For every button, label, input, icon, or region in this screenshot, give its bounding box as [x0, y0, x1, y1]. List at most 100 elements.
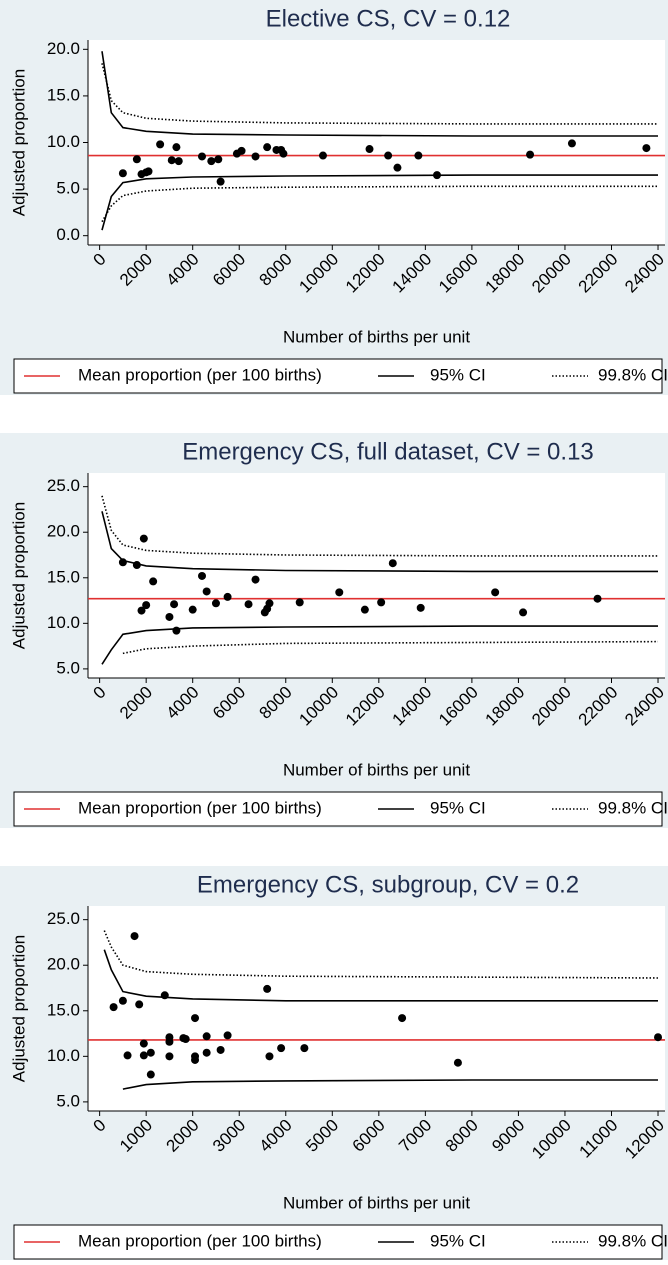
y-tick-label: 20.0	[47, 39, 80, 58]
data-point	[251, 152, 260, 161]
x-axis-label: Number of births per unit	[283, 1193, 470, 1212]
data-point	[160, 991, 169, 1000]
data-point	[279, 149, 288, 158]
y-tick-label: 5.0	[56, 1091, 80, 1110]
data-point	[318, 151, 327, 160]
data-point	[139, 534, 148, 543]
data-point	[295, 598, 304, 607]
data-point	[174, 157, 183, 166]
y-axis-label: Adjusted proportion	[9, 935, 28, 1082]
y-axis-label: Adjusted proportion	[9, 69, 28, 216]
data-point	[188, 605, 197, 614]
chart-panel: Emergency CS, full dataset, CV = 0.13 5.0…	[0, 433, 668, 828]
data-point	[135, 1000, 144, 1009]
ci-lower-line	[101, 185, 658, 223]
data-point	[567, 139, 576, 148]
data-point	[139, 1039, 148, 1048]
data-point	[223, 1031, 232, 1040]
data-point	[130, 932, 139, 941]
x-axis-label: Number of births per unit	[283, 327, 470, 346]
y-tick-label: 15.0	[47, 567, 80, 586]
data-point	[118, 558, 127, 567]
data-point	[393, 163, 402, 172]
data-point	[165, 1052, 174, 1061]
chart-title: Emergency CS, subgroup, CV = 0.2	[197, 871, 579, 898]
data-point	[118, 169, 127, 178]
legend-label: 99.8% CI	[598, 798, 668, 817]
y-tick-label: 10.0	[47, 613, 80, 632]
ci-upper-line	[101, 63, 658, 125]
data-point	[109, 1003, 118, 1012]
data-point	[167, 156, 176, 165]
data-point	[139, 1051, 148, 1060]
data-point	[165, 1033, 174, 1042]
data-point	[593, 594, 602, 603]
chart-panel: Emergency CS, subgroup, CV = 0.2 5.0 10.0 1…	[0, 866, 668, 1261]
data-point	[142, 601, 151, 610]
y-tick-label: 10.0	[47, 132, 80, 151]
legend-box	[13, 1224, 663, 1260]
y-tick-label: 10.0	[47, 1046, 80, 1065]
data-point	[149, 577, 158, 586]
data-point	[146, 1048, 155, 1057]
data-point	[265, 599, 274, 608]
y-tick-label: 5.0	[56, 179, 80, 198]
data-point	[202, 1032, 211, 1041]
data-point	[156, 140, 165, 149]
chart-panel: Elective CS, CV = 0.12 0.0 5.0 10.0 15.0 20.0…	[0, 0, 668, 395]
data-point	[384, 151, 393, 160]
legend-label: Mean proportion (per 100 births)	[78, 365, 322, 384]
ci-upper-line	[103, 930, 659, 979]
data-point	[377, 598, 386, 607]
data-point	[198, 152, 207, 161]
data-point	[144, 167, 153, 176]
legend-label: 95% CI	[430, 365, 486, 384]
y-axis-label: Adjusted proportion	[9, 502, 28, 649]
y-tick-label: 15.0	[47, 1000, 80, 1019]
data-point	[170, 600, 179, 609]
data-point	[654, 1033, 663, 1042]
ci-upper-line	[101, 495, 658, 557]
legend-label: 99.8% CI	[598, 365, 668, 384]
data-point	[300, 1044, 309, 1053]
y-tick-label: 5.0	[56, 658, 80, 677]
plot-area	[88, 473, 665, 678]
data-point	[277, 1044, 286, 1053]
y-tick-label: 0.0	[56, 225, 80, 244]
data-point	[491, 588, 500, 597]
legend-label: 95% CI	[430, 1231, 486, 1250]
plot-area	[88, 906, 665, 1111]
y-tick-label: 20.0	[47, 522, 80, 541]
data-point	[416, 603, 425, 612]
data-point	[165, 612, 174, 621]
data-point	[207, 157, 216, 166]
data-point	[181, 1035, 190, 1044]
data-point	[132, 155, 141, 164]
data-point	[365, 145, 374, 154]
data-point	[398, 1014, 407, 1023]
data-point	[132, 561, 141, 570]
legend-box	[13, 358, 663, 394]
data-point	[519, 608, 528, 617]
data-point	[137, 606, 146, 615]
data-point	[414, 151, 423, 160]
data-point	[202, 1048, 211, 1057]
data-point	[360, 605, 369, 614]
data-point	[202, 587, 211, 596]
ci-upper-line	[101, 511, 658, 573]
data-point	[251, 575, 260, 584]
ci-upper-line	[101, 51, 658, 137]
data-point	[118, 996, 127, 1005]
data-point	[216, 177, 225, 186]
ci-upper-line	[103, 949, 658, 1002]
data-point	[237, 146, 246, 155]
data-point	[214, 155, 223, 164]
data-point	[642, 144, 651, 153]
data-point	[191, 1055, 200, 1064]
data-point	[388, 559, 397, 568]
ci-lower-line	[122, 640, 659, 655]
chart-title: Elective CS, CV = 0.12	[266, 5, 511, 32]
data-point	[265, 1052, 274, 1061]
data-point	[432, 171, 441, 180]
x-axis-label: Number of births per unit	[283, 760, 470, 779]
